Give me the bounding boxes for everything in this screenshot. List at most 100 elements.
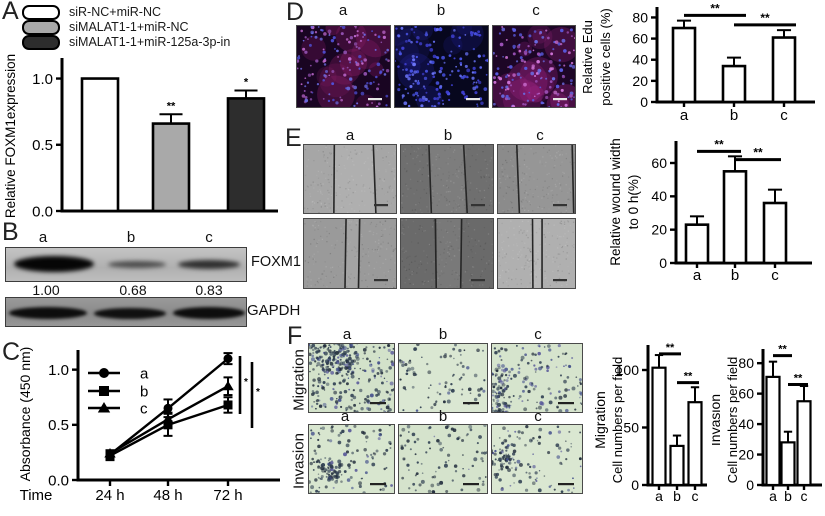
svg-text:0.0: 0.0 <box>32 203 53 220</box>
svg-text:**: ** <box>666 342 675 354</box>
svg-text:**: ** <box>714 138 724 151</box>
western-blot-gapdh <box>5 297 247 327</box>
blot-band <box>94 308 166 319</box>
svg-text:a: a <box>655 488 663 504</box>
fluorescence-image-c <box>492 25 576 108</box>
svg-text:0.0: 0.0 <box>48 472 69 489</box>
lane-label-c: c <box>205 229 213 246</box>
svg-text:b: b <box>730 107 738 124</box>
legend-item: siMALAT1-1+miR-NC <box>22 19 189 35</box>
wound-image-b-0h <box>400 144 494 214</box>
wound-image-c-0h <box>497 144 576 214</box>
panel-a-letter: A <box>2 0 19 25</box>
panel-c-line-chart: 0.0 0.5 1.0 24 h 48 h 72 h Time a b c * * Absorbance… <box>0 342 292 516</box>
svg-text:Migration: Migration <box>595 391 608 449</box>
svg-text:c: c <box>140 400 148 417</box>
svg-text:20: 20 <box>632 73 648 89</box>
legend-item: siMALAT1-1+miR-125a-3p-in <box>22 34 231 50</box>
svg-text:60: 60 <box>651 155 667 171</box>
migration-image-b <box>398 343 488 413</box>
svg-text:0.5: 0.5 <box>48 417 69 434</box>
panel-f-invasion-bar-chart: 0 20 40 60 80 a b c ** ** Invasion Cell numbers per… <box>707 340 825 516</box>
svg-text:50: 50 <box>623 419 639 435</box>
svg-text:Relative FOXM1expression: Relative FOXM1expression <box>3 54 18 218</box>
svg-text:b: b <box>731 267 739 284</box>
svg-text:a: a <box>680 107 689 124</box>
legend-swatch-white <box>22 4 60 20</box>
western-blot-foxm1 <box>5 247 247 282</box>
lane-label-a: a <box>38 229 48 246</box>
svg-text:**: ** <box>167 100 176 112</box>
svg-text:40: 40 <box>651 188 667 204</box>
column-label-a: a <box>345 127 355 144</box>
svg-text:**: ** <box>710 1 720 15</box>
column-label-a: a <box>342 326 352 343</box>
svg-text:24 h: 24 h <box>95 487 124 504</box>
migration-image-c <box>491 343 583 413</box>
svg-text:40: 40 <box>738 416 754 432</box>
svg-text:Relative Edu: Relative Edu <box>580 20 595 94</box>
band-value-c: 0.83 <box>195 282 223 298</box>
svg-text:c: c <box>771 267 779 284</box>
svg-text:Absorbance (450 nm): Absorbance (450 nm) <box>17 347 33 482</box>
blot-band <box>173 307 245 319</box>
svg-text:Cell numbers per field: Cell numbers per field <box>725 357 740 483</box>
svg-text:Invasion: Invasion <box>712 394 723 446</box>
invasion-image-c <box>491 424 583 494</box>
svg-text:*: * <box>244 76 249 88</box>
column-label-b: b <box>438 408 448 425</box>
svg-text:a: a <box>140 365 149 382</box>
invasion-image-b <box>398 424 488 494</box>
blot-band <box>178 260 240 269</box>
svg-text:0.5: 0.5 <box>32 137 53 154</box>
svg-text:b: b <box>673 488 681 504</box>
svg-text:60: 60 <box>738 386 754 402</box>
svg-text:0: 0 <box>746 477 754 493</box>
legend-swatch-dark <box>22 34 60 50</box>
svg-text:60: 60 <box>632 30 648 46</box>
wound-image-b-24h <box>400 218 494 289</box>
fluorescence-image-a <box>296 25 391 108</box>
column-label-b: b <box>443 127 453 144</box>
svg-text:1.0: 1.0 <box>32 71 53 88</box>
svg-text:a: a <box>769 488 777 504</box>
svg-text:0: 0 <box>631 477 639 493</box>
svg-text:to 0 h(%): to 0 h(%) <box>626 175 641 230</box>
fluorescence-image-b <box>394 25 489 108</box>
svg-text:**: ** <box>778 344 787 356</box>
panel-f-migration-bar-chart: 0 50 100 a b c ** ** Migration Cell numbers per f… <box>592 340 710 516</box>
panel-b-letter: B <box>2 218 19 246</box>
svg-text:48 h: 48 h <box>153 487 182 504</box>
column-label-c: c <box>532 2 540 19</box>
svg-text:c: c <box>692 488 699 504</box>
svg-text:**: ** <box>794 373 803 385</box>
panel-d-letter: D <box>286 0 305 26</box>
migration-image-a <box>308 343 395 413</box>
panel-e-bar-chart: 0 20 40 60 a b c ** ** Relative wound width to 0 h… <box>600 137 825 290</box>
invasion-image-a <box>308 424 395 494</box>
column-label-c: c <box>534 326 542 343</box>
migration-row-label: Migration <box>290 349 308 411</box>
foxm1-label: FOXM1 <box>251 254 301 270</box>
svg-text:positive cells (%): positive cells (%) <box>598 8 613 106</box>
wound-image-a-0h <box>303 144 397 214</box>
legend-item: siR-NC+miR-NC <box>22 4 162 20</box>
panel-c-letter: C <box>2 338 21 366</box>
svg-text:1.0: 1.0 <box>48 362 69 379</box>
blot-band <box>9 307 87 319</box>
svg-text:80: 80 <box>632 9 648 25</box>
panel-d-bar-chart: 0 20 40 60 80 a b c ** ** Relative Edu positive cel… <box>576 0 825 132</box>
svg-text:20: 20 <box>738 446 754 462</box>
wound-image-c-24h <box>497 218 576 289</box>
gapdh-label: GAPDH <box>247 302 301 319</box>
svg-text:a: a <box>693 267 702 284</box>
svg-text:100: 100 <box>616 362 640 378</box>
legend-label: siR-NC+miR-NC <box>69 5 162 19</box>
blot-band <box>14 256 94 272</box>
legend-label: siMALAT1-1+miR-125a-3p-in <box>69 35 231 49</box>
svg-text:0: 0 <box>659 255 667 271</box>
wound-image-a-24h <box>303 218 397 289</box>
column-label-a: a <box>340 408 350 425</box>
column-label-c: c <box>536 127 544 144</box>
svg-text:40: 40 <box>632 52 648 68</box>
